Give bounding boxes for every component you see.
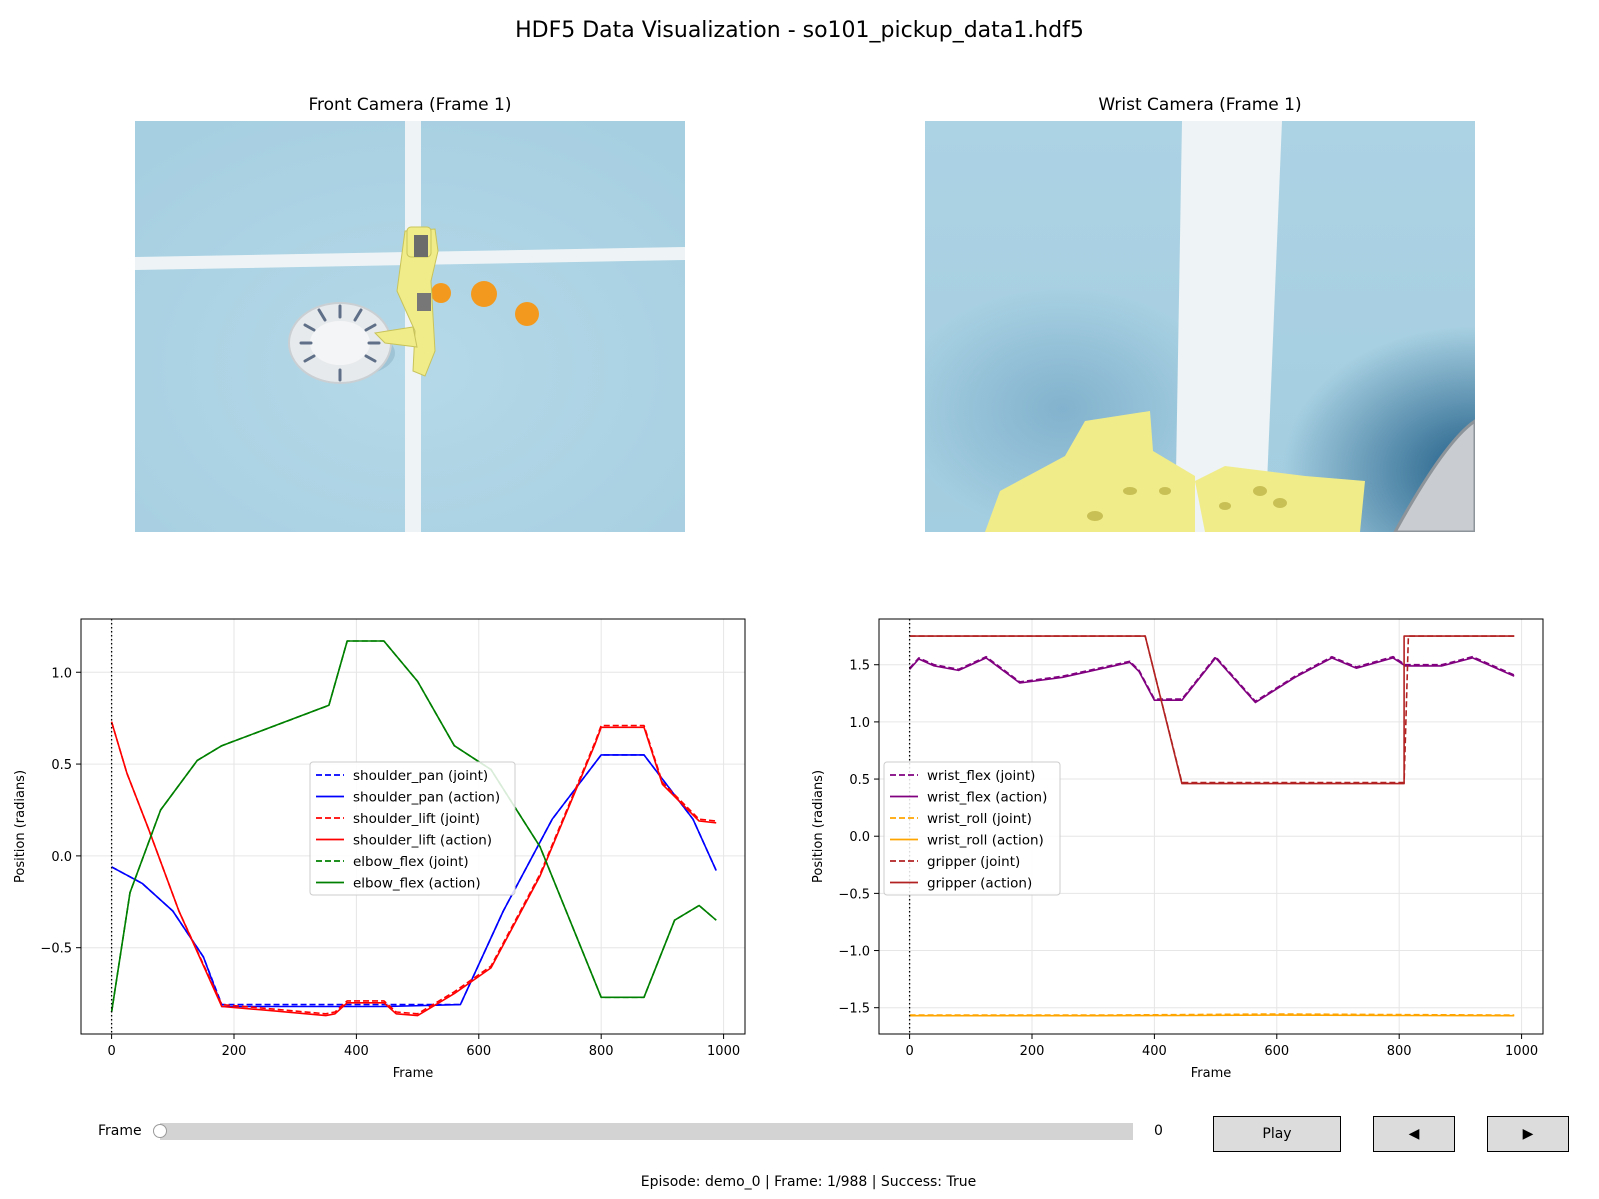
legend-label-5: gripper (action) [927, 876, 1032, 892]
y-tick-label: 1.5 [849, 659, 870, 674]
series-line-2 [909, 1013, 1515, 1016]
previous-frame-button[interactable]: ◀ [1373, 1116, 1455, 1152]
series-line-0 [111, 754, 717, 1006]
x-tick-label: 400 [344, 1044, 369, 1059]
wrist-camera-image [925, 121, 1475, 532]
x-tick-label: 200 [1020, 1044, 1045, 1059]
x-axis-label: Frame [393, 1066, 434, 1081]
y-tick-label: −1.0 [838, 945, 870, 960]
y-tick-label: 1.0 [849, 716, 870, 731]
legend-label-2: wrist_roll (joint) [927, 811, 1032, 827]
x-tick-label: 800 [1387, 1044, 1412, 1059]
axes-frame [80, 618, 746, 1035]
y-tick-label: 0.5 [51, 758, 72, 773]
status-text: Episode: demo_0 | Frame: 1/988 | Success… [640, 1174, 977, 1190]
x-tick-label: 200 [222, 1044, 247, 1059]
series-line-1 [111, 754, 717, 1008]
legend-label-0: shoulder_pan (joint) [353, 768, 488, 784]
frame-slider-label: Frame [98, 1123, 142, 1139]
y-tick-label: 0.0 [51, 850, 72, 865]
play-button[interactable]: Play [1213, 1116, 1341, 1152]
next-frame-button[interactable]: ▶ [1487, 1116, 1569, 1152]
x-tick-label: 0 [107, 1044, 115, 1059]
legend-label-1: wrist_flex (action) [927, 790, 1047, 806]
y-axis-label: Position (radians) [811, 770, 826, 883]
front-camera-image [135, 121, 685, 532]
legend-label-2: shoulder_lift (joint) [353, 811, 480, 827]
x-tick-label: 600 [1264, 1044, 1289, 1059]
chart-0: 0 200 400 600 800 1000 −0.5 0.0 0.5 1.0 Frame Posit… [13, 618, 746, 1081]
legend-label-5: elbow_flex (action) [353, 876, 481, 892]
series-line-4 [110, 640, 717, 1013]
legend-box [883, 761, 1061, 896]
y-tick-label: 1.0 [51, 666, 72, 681]
x-tick-label: 600 [466, 1044, 491, 1059]
chart-1: 0 200 400 600 800 1000 −1.5 −1.0 −0.5 0.0 0.5 1.0 1.… [811, 618, 1544, 1081]
frame-slider-track[interactable] [160, 1123, 1133, 1140]
x-tick-label: 1000 [1505, 1044, 1538, 1059]
legend-box [309, 761, 516, 896]
series-line-5 [909, 635, 1515, 785]
series-line-3 [110, 721, 717, 1017]
wrist-camera-title: Wrist Camera (Frame 1) [1098, 95, 1302, 115]
legend-label-4: elbow_flex (joint) [353, 854, 469, 870]
series-line-2 [110, 721, 717, 1015]
legend-label-1: shoulder_pan (action) [353, 790, 500, 806]
x-tick-label: 400 [1142, 1044, 1167, 1059]
y-tick-label: 0.0 [849, 830, 870, 845]
series-line-1 [909, 657, 1515, 704]
frame-slider-value: 0 [1154, 1123, 1163, 1139]
front-camera-title: Front Camera (Frame 1) [308, 95, 512, 115]
legend-label-4: gripper (joint) [927, 854, 1020, 870]
series-line-3 [909, 1014, 1515, 1017]
series-line-0 [909, 655, 1515, 703]
x-tick-label: 1000 [707, 1044, 740, 1059]
y-tick-label: −0.5 [838, 887, 870, 902]
x-axis-label: Frame [1191, 1066, 1232, 1081]
x-tick-label: 0 [905, 1044, 913, 1059]
y-tick-label: −1.5 [838, 1002, 870, 1017]
figure-title: HDF5 Data Visualization - so101_pickup_d… [515, 18, 1084, 43]
legend-label-3: wrist_roll (action) [927, 833, 1044, 849]
axes-frame [878, 618, 1544, 1035]
series-line-4 [909, 635, 1515, 784]
y-axis-label: Position (radians) [13, 770, 28, 883]
legend-label-0: wrist_flex (joint) [927, 768, 1035, 784]
y-tick-label: −0.5 [40, 942, 72, 957]
series-line-5 [110, 640, 717, 1013]
x-tick-label: 800 [589, 1044, 614, 1059]
frame-slider-handle[interactable] [153, 1124, 167, 1138]
legend-label-3: shoulder_lift (action) [353, 833, 492, 849]
y-tick-label: 0.5 [849, 773, 870, 788]
